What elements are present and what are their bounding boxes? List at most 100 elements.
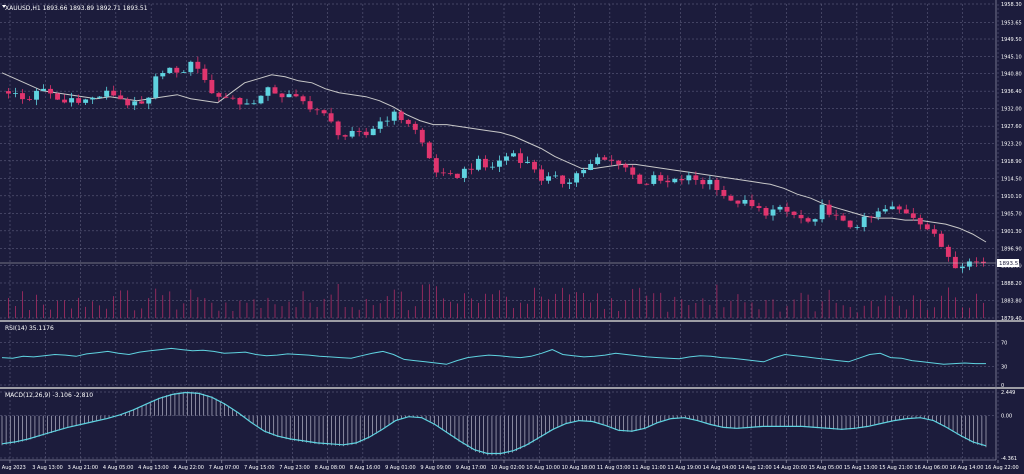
time-tick-label: 7 Aug 23:00: [279, 465, 310, 471]
candlesticks: [6, 56, 986, 273]
candle-body: [819, 204, 825, 220]
collapse-icon[interactable]: [2, 5, 6, 8]
candle-body: [721, 189, 727, 196]
rsi-tick-label: 30: [1001, 365, 1007, 371]
candle-body: [412, 123, 418, 130]
macd-label: MACD(12,26,9) -3.106 -2.810: [5, 392, 93, 399]
candle-body: [111, 90, 117, 96]
candle-body: [55, 93, 61, 100]
candle-body: [132, 101, 138, 106]
candle-body: [384, 120, 390, 122]
candle-body: [938, 233, 944, 247]
candle-body: [90, 97, 96, 100]
candle-body: [798, 214, 804, 219]
candle-body: [20, 93, 25, 100]
candle-body: [518, 153, 523, 163]
candle-body: [644, 183, 650, 185]
candle-body: [707, 179, 713, 185]
price-tick-label: 1914.50: [1001, 176, 1022, 182]
candle-body: [679, 178, 685, 181]
macd-axis: 2.449 0.00 -4.361: [1001, 390, 1017, 462]
price-tick-label: 1949.50: [1001, 37, 1022, 43]
rsi-label: RSI(14) 35.1176: [5, 325, 54, 332]
candle-body: [489, 166, 495, 168]
candle-body: [980, 261, 986, 264]
candle-body: [686, 175, 692, 181]
macd-grid: [0, 391, 999, 459]
candle-body: [202, 68, 208, 80]
candle-body: [889, 206, 895, 210]
candle-body: [237, 97, 243, 105]
candle-body: [812, 219, 818, 222]
time-tick-label: 3 Aug 2023: [0, 465, 26, 471]
candle-body: [83, 99, 89, 103]
candle-body: [700, 179, 706, 185]
candle-body: [623, 164, 629, 168]
candle-body: [209, 79, 215, 94]
time-tick-label: 3 Aug 13:00: [32, 465, 63, 471]
time-tick-label: 7 Aug 15:00: [244, 465, 275, 471]
candle-body: [945, 246, 951, 257]
price-tick-label: 1883.80: [1001, 298, 1022, 304]
time-tick-label: 10 Aug 10:00: [526, 465, 560, 471]
time-tick-label: 9 Aug 17:00: [456, 465, 487, 471]
time-tick-label: 11 Aug 11:00: [632, 465, 666, 471]
price-tick-label: 1923.20: [1001, 142, 1022, 148]
time-tick-label: 9 Aug 09:00: [420, 465, 451, 471]
candle-body: [223, 96, 229, 98]
candle-body: [903, 209, 909, 214]
price-tick-label: 1958.30: [1001, 2, 1022, 8]
time-tick-label: 3 Aug 21:00: [68, 465, 99, 471]
price-axis: 1958.30 1953.65 1949.50 1945.10 1940.80 1936.…: [1001, 2, 1022, 322]
candle-body: [153, 76, 159, 98]
candle-body: [405, 120, 411, 124]
price-tick-label: 1936.40: [1001, 89, 1022, 95]
time-tick-label: 14 Aug 20:00: [773, 465, 807, 471]
candle-body: [97, 96, 103, 98]
candle-body: [181, 72, 187, 73]
candle-body: [41, 88, 46, 91]
candle-body: [567, 182, 573, 184]
price-tick-label: 1910.10: [1001, 194, 1022, 200]
time-tick-label: 9 Aug 01:00: [385, 465, 416, 471]
candle-body: [461, 168, 467, 178]
candle-body: [525, 161, 530, 163]
candle-body: [868, 216, 874, 218]
candle-body: [539, 169, 544, 181]
time-tick-label: 10 Aug 18:00: [562, 465, 596, 471]
candle-body: [167, 67, 173, 74]
candle-body: [602, 157, 608, 160]
candle-body: [896, 206, 902, 210]
candle-body: [665, 180, 671, 183]
time-tick-label: 15 Aug 13:00: [844, 465, 878, 471]
candle-body: [693, 175, 699, 180]
candle-body: [511, 153, 516, 157]
candle-body: [104, 90, 110, 97]
candle-body: [966, 261, 972, 267]
time-tick-label: 8 Aug 16:00: [350, 465, 381, 471]
candle-body: [588, 163, 594, 171]
candle-body: [398, 111, 404, 121]
candle-body: [658, 175, 664, 181]
candle-body: [125, 99, 131, 106]
candle-body: [763, 207, 769, 216]
candle-body: [553, 175, 559, 177]
candle-body: [335, 121, 341, 136]
time-tick-label: 16 Aug 14:00: [950, 465, 984, 471]
price-tick-label: 1888.20: [1001, 281, 1022, 287]
rsi-line: [1, 347, 986, 365]
time-tick-label: 16 Aug 22:00: [985, 465, 1019, 471]
price-tag-label: 1893.51: [999, 261, 1022, 267]
candle-body: [475, 158, 481, 170]
candle-body: [160, 73, 166, 77]
candle-body: [616, 160, 622, 165]
price-tick-label: 1905.70: [1001, 211, 1022, 217]
rsi-tick-label: 70: [1001, 340, 1007, 346]
candle-body: [6, 91, 11, 94]
candle-body: [307, 101, 313, 110]
candle-body: [651, 175, 657, 184]
candle-body: [356, 130, 362, 132]
candle-body: [370, 128, 376, 136]
